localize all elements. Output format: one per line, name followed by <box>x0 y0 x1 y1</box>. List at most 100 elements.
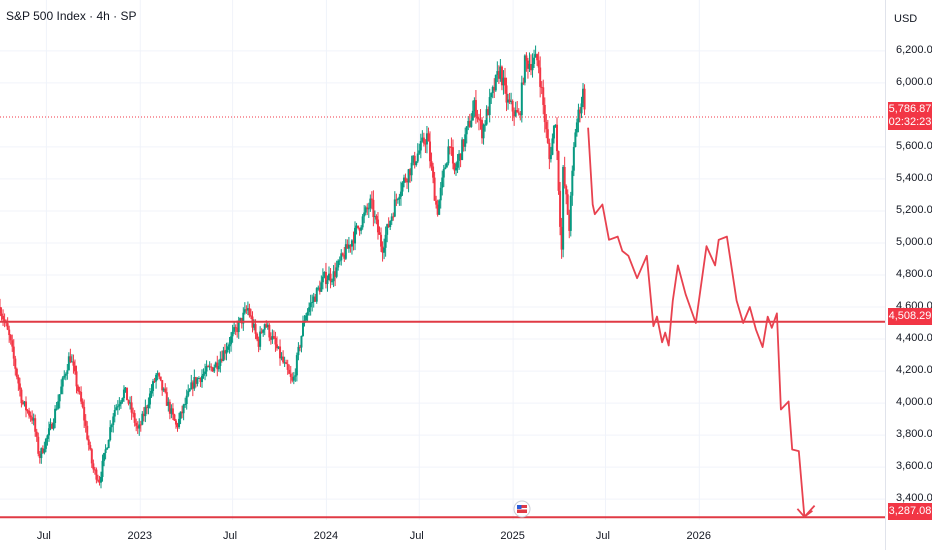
candle-body <box>288 369 291 374</box>
candle-body <box>323 271 326 277</box>
candle-body <box>41 448 44 453</box>
candle-body <box>11 340 14 347</box>
candle-body <box>412 155 415 163</box>
candle-body <box>338 260 341 262</box>
candle-body <box>556 124 559 152</box>
candle-body <box>474 100 477 117</box>
candle-body <box>159 376 162 381</box>
candle-body <box>119 401 122 405</box>
candle-body <box>168 401 171 414</box>
candle-body <box>196 378 199 384</box>
candle-body <box>291 376 294 381</box>
y-tick-label: 5,000.00 <box>896 235 932 248</box>
candle-body <box>298 346 301 348</box>
x-tick-label: Jul <box>222 530 238 542</box>
candle-body <box>8 329 11 336</box>
candle-body <box>217 365 220 370</box>
candle-body <box>331 281 334 283</box>
y-tick-label: 5,600.00 <box>896 139 932 152</box>
candle-body <box>185 395 188 405</box>
candle-body <box>29 415 32 418</box>
candle-body <box>326 280 329 285</box>
candle-body <box>199 378 202 383</box>
candle-body <box>234 327 237 329</box>
candle-body <box>17 376 20 384</box>
currency-label[interactable]: USD <box>894 13 918 25</box>
candle-body <box>376 219 379 233</box>
candle-body <box>583 88 586 110</box>
candle-body <box>409 169 412 176</box>
candle-body <box>306 311 309 316</box>
y-tick-label: 5,200.00 <box>896 203 932 216</box>
candle-body <box>40 448 43 459</box>
candle-body <box>34 418 37 432</box>
candle-body <box>190 382 193 390</box>
projection-arrowhead <box>796 508 813 519</box>
candle-body <box>311 301 314 303</box>
candle-body <box>358 228 361 231</box>
candle-body <box>96 479 99 481</box>
candle-body <box>355 225 358 228</box>
chart-title: S&P 500 Index · 4h · SP <box>6 9 137 23</box>
candle-body <box>28 410 31 416</box>
candle-body <box>104 449 107 453</box>
candle-body <box>352 240 355 244</box>
candle-body <box>150 390 153 394</box>
candle-body <box>451 147 454 164</box>
y-tick-label: 4,400.00 <box>896 332 932 345</box>
candle-body <box>107 439 110 449</box>
candle-body <box>439 187 442 201</box>
candle-body <box>139 424 142 426</box>
candle-body <box>81 401 84 407</box>
candle-body <box>259 331 262 347</box>
candle-body <box>113 410 116 417</box>
candle-body <box>49 423 52 429</box>
candle-body <box>84 420 87 426</box>
candle-body <box>482 124 485 139</box>
candle-body <box>236 327 239 333</box>
candle-body <box>347 244 350 249</box>
candle-body <box>184 404 187 406</box>
candle-body <box>101 460 104 477</box>
candle-body <box>194 377 197 384</box>
y-tick-label: 4,800.00 <box>896 268 932 280</box>
candle-body <box>237 320 240 333</box>
candle-body <box>99 476 102 483</box>
candle-body <box>476 116 479 119</box>
candle-body <box>64 374 67 376</box>
candle-body <box>551 138 554 155</box>
candle-body <box>383 247 386 253</box>
candle-body <box>90 449 93 464</box>
candle-body <box>565 185 568 195</box>
candle-body <box>135 422 138 426</box>
candle-body <box>272 336 275 338</box>
candle-body <box>542 87 545 105</box>
candle-body <box>219 358 222 366</box>
candle-body <box>147 404 150 409</box>
candle-body <box>418 150 421 154</box>
candle-body <box>300 335 303 348</box>
candle-body <box>213 367 216 372</box>
candle-body <box>155 374 158 382</box>
candle-body <box>396 199 399 201</box>
candle-body <box>315 288 318 302</box>
candle-body <box>314 296 317 302</box>
candle-body <box>494 74 497 91</box>
candle-body <box>337 260 340 268</box>
candle-body <box>95 469 98 480</box>
candle-body <box>488 97 491 115</box>
candle-body <box>520 82 523 116</box>
candle-body <box>496 71 499 75</box>
candle-body <box>87 439 90 446</box>
candle-body <box>424 143 427 145</box>
candle-body <box>148 393 151 405</box>
candle-body <box>181 411 184 414</box>
candle-body <box>38 453 41 459</box>
candle-body <box>260 331 263 333</box>
candle-body <box>407 169 410 183</box>
current-price-value: 5,786.87 <box>888 103 932 115</box>
candle-body <box>277 346 280 349</box>
candle-body <box>575 122 578 133</box>
candle-body <box>493 87 496 91</box>
